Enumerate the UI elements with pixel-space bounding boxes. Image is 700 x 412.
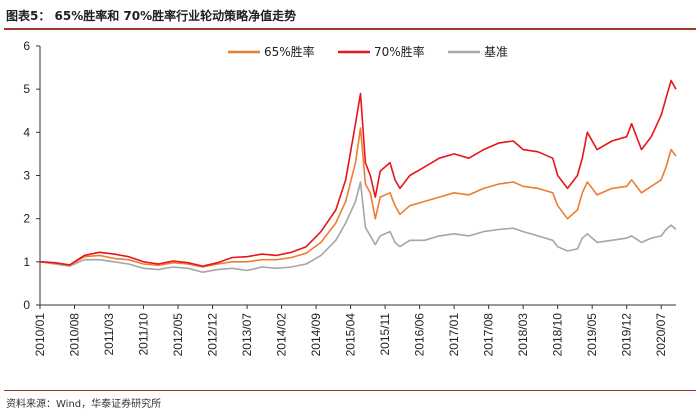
source-note: 资料来源：Wind，华泰证券研究所 bbox=[6, 399, 162, 410]
series-line-1 bbox=[39, 127, 677, 268]
x-tick-label: 2014/09 bbox=[309, 313, 323, 357]
y-tick-label: 5 bbox=[23, 82, 30, 96]
x-tick-label: 2019/05 bbox=[585, 313, 599, 357]
x-tick-label: 2017/01 bbox=[447, 313, 461, 357]
y-tick-label: 4 bbox=[23, 125, 30, 139]
x-tick-label: 2010/08 bbox=[68, 313, 82, 357]
legend-label: 65%胜率 bbox=[264, 44, 315, 59]
x-tick-label: 2016/06 bbox=[413, 313, 427, 357]
y-tick-label: 1 bbox=[23, 255, 30, 269]
x-tick-label: 2011/10 bbox=[137, 313, 151, 356]
x-tick-label: 2013/07 bbox=[240, 313, 254, 357]
x-tick-label: 2015/11 bbox=[378, 313, 392, 356]
x-tick-label: 2010/01 bbox=[33, 313, 47, 357]
series-line-2 bbox=[39, 79, 677, 267]
figure-title: 图表5： 65%胜率和 70%胜率行业轮动策略净值走势 bbox=[6, 9, 297, 23]
axes: 0 1 2 3 4 5 6 2010/01 2010/08 2011/03 2011/10 2012/… bbox=[23, 39, 676, 356]
series-line-3 bbox=[39, 181, 677, 273]
legend-label: 70%胜率 bbox=[374, 44, 425, 59]
x-tick-label: 2015/04 bbox=[344, 313, 358, 357]
x-tick-label: 2020/07 bbox=[654, 313, 668, 357]
x-tick-label: 2014/02 bbox=[275, 313, 289, 357]
x-tick-label: 2011/03 bbox=[102, 313, 116, 356]
y-tick-label: 6 bbox=[23, 39, 30, 53]
x-tick-label: 2012/12 bbox=[206, 313, 220, 357]
legend: 65%胜率 70%胜率 基准 bbox=[228, 44, 508, 59]
x-tick-label: 2012/05 bbox=[171, 313, 185, 357]
y-tick-label: 2 bbox=[23, 212, 30, 226]
x-tick-label: 2018/03 bbox=[516, 313, 530, 357]
y-tick-label: 3 bbox=[23, 169, 30, 183]
source-rule bbox=[4, 390, 696, 391]
x-tick-label: 2018/10 bbox=[551, 313, 565, 357]
x-tick-label: 2019/12 bbox=[620, 313, 634, 357]
legend-label: 基准 bbox=[484, 45, 508, 59]
title-rule bbox=[4, 28, 696, 30]
y-tick-label: 0 bbox=[23, 298, 30, 312]
figure-header: 图表5： 65%胜率和 70%胜率行业轮动策略净值走势 bbox=[4, 4, 696, 30]
series-layer bbox=[39, 79, 677, 273]
x-tick-label: 2017/08 bbox=[482, 313, 496, 357]
